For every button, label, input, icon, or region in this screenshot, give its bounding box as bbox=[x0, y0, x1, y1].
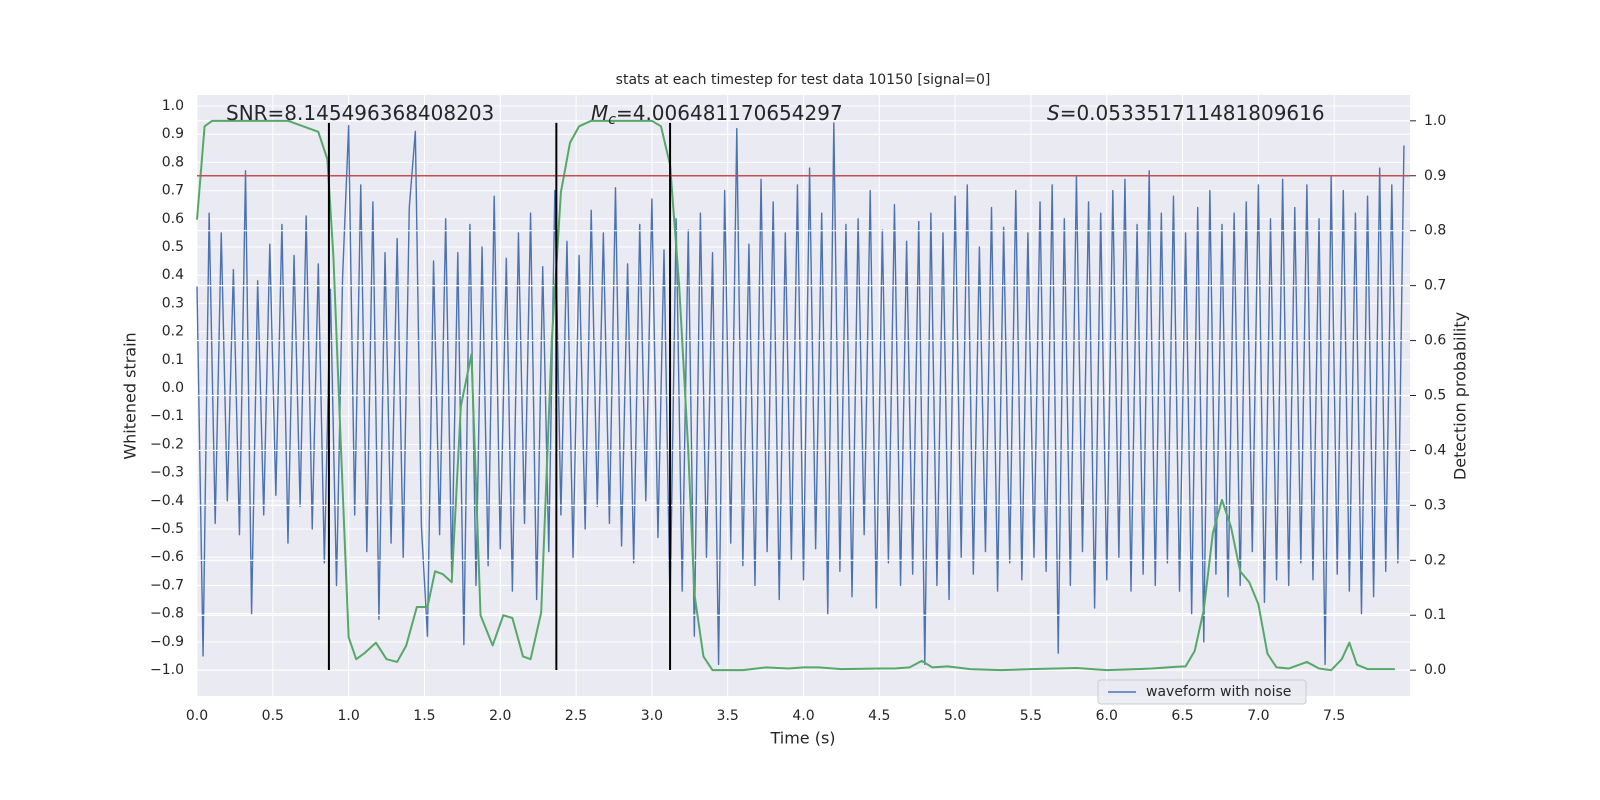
y-tick-label: −0.4 bbox=[150, 493, 184, 509]
x-tick-label: 7.0 bbox=[1247, 708, 1269, 724]
y-tick-label: −0.5 bbox=[150, 521, 184, 537]
annotation-part: M bbox=[591, 101, 608, 125]
y-tick-label: −0.9 bbox=[150, 634, 184, 650]
annotation: SNR=8.145496368408203 bbox=[226, 101, 494, 125]
y2-axis-label: Detection probability bbox=[1451, 312, 1470, 480]
x-tick-label: 5.5 bbox=[1020, 708, 1042, 724]
y-tick-label: −0.1 bbox=[150, 408, 184, 424]
y-tick-label: 0.4 bbox=[162, 267, 184, 283]
x-tick-label: 0.0 bbox=[186, 708, 208, 724]
legend-label: waveform with noise bbox=[1146, 684, 1291, 700]
annotation-part: S bbox=[1047, 101, 1060, 125]
y2-tick-label: 0.1 bbox=[1424, 607, 1446, 623]
x-axis-label: Time (s) bbox=[769, 729, 835, 748]
y-tick-label: −0.7 bbox=[150, 577, 184, 593]
y-tick-label: 0.8 bbox=[162, 154, 184, 170]
x-tick-label: 2.5 bbox=[565, 708, 587, 724]
annotation-part: =4.006481170654297 bbox=[616, 101, 843, 125]
x-tick-label: 0.5 bbox=[262, 708, 284, 724]
y-tick-label: 0.2 bbox=[162, 324, 184, 340]
annotation-part: c bbox=[608, 112, 616, 128]
x-tick-label: 4.5 bbox=[868, 708, 890, 724]
y2-tick-label: 0.9 bbox=[1424, 168, 1446, 184]
legend-box bbox=[1097, 679, 1307, 705]
y-tick-label: 0.0 bbox=[162, 380, 184, 396]
annotation-part: =0.053351711481809616 bbox=[1060, 101, 1325, 125]
annotation: S=0.053351711481809616 bbox=[1047, 101, 1325, 125]
x-tick-label: 6.5 bbox=[1171, 708, 1193, 724]
waveform-line bbox=[196, 122, 1405, 666]
y-tick-label: −0.6 bbox=[150, 549, 184, 565]
y-axis-label: Whitened strain bbox=[121, 332, 140, 459]
x-tick-label: 1.0 bbox=[337, 708, 359, 724]
y2-tick-label: 0.8 bbox=[1424, 223, 1446, 239]
y-tick-label: −0.8 bbox=[150, 606, 184, 622]
y-tick-label: −0.3 bbox=[150, 465, 184, 481]
y2-tick-label: 0.0 bbox=[1424, 662, 1446, 678]
y-tick-label: −1.0 bbox=[150, 662, 184, 678]
y2-tick-label: 1.0 bbox=[1424, 113, 1446, 129]
y-tick-label: 0.5 bbox=[162, 239, 184, 255]
x-tick-label: 6.0 bbox=[1096, 708, 1118, 724]
y-tick-label: 0.9 bbox=[162, 126, 184, 142]
y2-tick-label: 0.2 bbox=[1424, 552, 1446, 568]
annotation-part: SNR=8.145496368408203 bbox=[226, 101, 494, 125]
y-tick-label: 1.0 bbox=[162, 98, 184, 114]
y-tick-label: 0.7 bbox=[162, 183, 184, 199]
y2-tick-label: 0.5 bbox=[1424, 388, 1446, 404]
annotation: Mc=4.006481170654297 bbox=[591, 101, 843, 129]
x-tick-label: 1.5 bbox=[413, 708, 435, 724]
chart-title: stats at each timestep for test data 101… bbox=[616, 72, 991, 88]
y-tick-label: −0.2 bbox=[150, 436, 184, 452]
y-tick-label: 0.1 bbox=[162, 352, 184, 368]
y2-tick-label: 0.3 bbox=[1424, 497, 1446, 513]
y2-tick-label: 0.6 bbox=[1424, 333, 1446, 349]
y2-tick-label: 0.7 bbox=[1424, 278, 1446, 294]
y-tick-label: 0.3 bbox=[162, 295, 184, 311]
x-tick-label: 7.5 bbox=[1323, 708, 1345, 724]
y-tick-label: 0.6 bbox=[162, 211, 184, 227]
x-tick-label: 4.0 bbox=[792, 708, 814, 724]
x-tick-label: 3.0 bbox=[641, 708, 663, 724]
probability-line bbox=[196, 119, 1395, 672]
x-tick-label: 3.5 bbox=[717, 708, 739, 724]
x-tick-label: 2.0 bbox=[489, 708, 511, 724]
x-tick-label: 5.0 bbox=[944, 708, 966, 724]
y2-tick-label: 0.4 bbox=[1424, 442, 1446, 458]
